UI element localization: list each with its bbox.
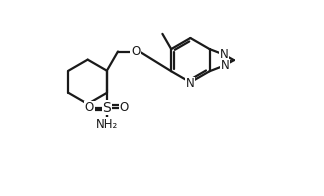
Text: S: S — [102, 101, 111, 115]
Text: NH₂: NH₂ — [96, 118, 118, 131]
Text: O: O — [85, 101, 94, 114]
Text: N: N — [186, 77, 195, 90]
Text: N: N — [221, 59, 230, 72]
Text: O: O — [131, 45, 140, 58]
Text: N: N — [220, 48, 228, 61]
Text: O: O — [120, 101, 129, 114]
